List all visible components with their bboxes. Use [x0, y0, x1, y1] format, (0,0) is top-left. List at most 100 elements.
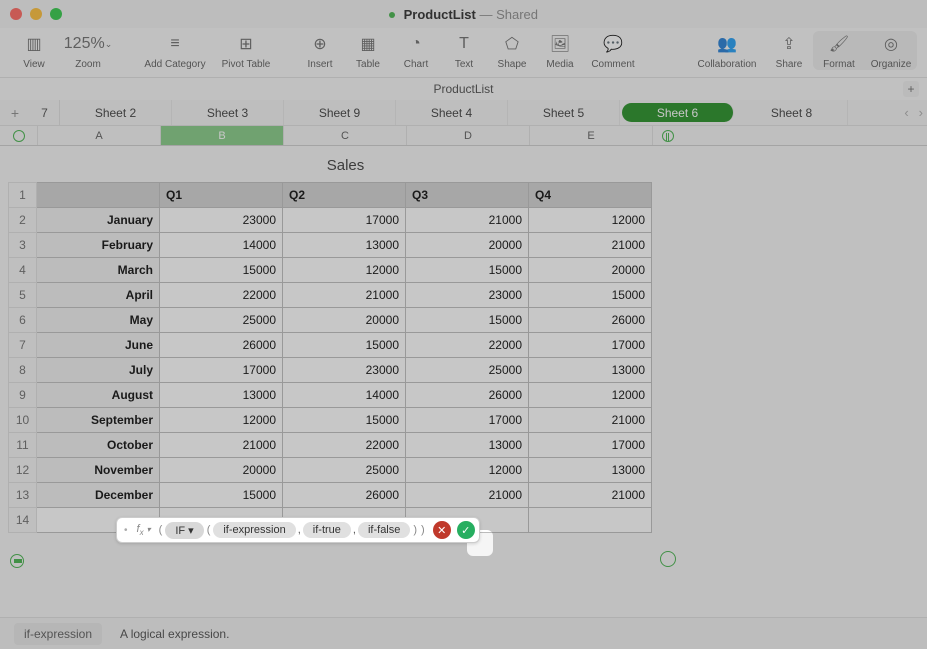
table-header-cell[interactable]: Q2	[283, 183, 406, 208]
data-cell[interactable]: 17000	[529, 433, 652, 458]
row-number[interactable]: 9	[9, 383, 37, 408]
data-cell[interactable]: 21000	[529, 233, 652, 258]
data-cell[interactable]: 20000	[406, 233, 529, 258]
data-cell[interactable]: 13000	[160, 383, 283, 408]
tab-next-icon[interactable]: ›	[919, 105, 923, 120]
media-button[interactable]: 🖼Media	[536, 31, 584, 70]
data-cell[interactable]: 23000	[406, 283, 529, 308]
data-cell[interactable]: 15000	[283, 333, 406, 358]
data-cell[interactable]: 12000	[406, 458, 529, 483]
column-header[interactable]: E	[530, 126, 653, 145]
format-button[interactable]: 🖌Format	[813, 31, 865, 70]
row-number[interactable]: 3	[9, 233, 37, 258]
row-number[interactable]: 5	[9, 283, 37, 308]
table-header-cell[interactable]: Q3	[406, 183, 529, 208]
data-cell[interactable]: 23000	[160, 208, 283, 233]
data-cell[interactable]: 20000	[283, 308, 406, 333]
add-category-button[interactable]: ≡Add Category	[136, 31, 214, 70]
data-cell[interactable]: 25000	[160, 308, 283, 333]
data-cell[interactable]: 14000	[283, 383, 406, 408]
data-cell[interactable]: 26000	[160, 333, 283, 358]
data-cell[interactable]: 25000	[283, 458, 406, 483]
sheet-tab[interactable]: Sheet 8	[736, 100, 848, 125]
data-cell[interactable]: 12000	[160, 408, 283, 433]
formula-arg-3[interactable]: if-false	[358, 522, 410, 538]
column-header[interactable]: A	[38, 126, 161, 145]
data-cell[interactable]: 25000	[406, 358, 529, 383]
row-number[interactable]: 2	[9, 208, 37, 233]
data-cell[interactable]: 21000	[406, 208, 529, 233]
table-button[interactable]: ▦Table	[344, 31, 392, 70]
table-header-cell[interactable]: Q1	[160, 183, 283, 208]
formula-arg-2[interactable]: if-true	[303, 522, 351, 538]
formula-accept-button[interactable]: ✓	[457, 521, 475, 539]
data-cell[interactable]: 12000	[529, 208, 652, 233]
data-cell[interactable]: 12000	[529, 383, 652, 408]
data-cell[interactable]: 13000	[283, 233, 406, 258]
empty-cell[interactable]	[529, 508, 652, 533]
data-cell[interactable]: 15000	[406, 308, 529, 333]
row-label-cell[interactable]: December	[37, 483, 160, 508]
data-cell[interactable]: 22000	[160, 283, 283, 308]
row-number[interactable]: 7	[9, 333, 37, 358]
data-cell[interactable]: 14000	[160, 233, 283, 258]
row-label-cell[interactable]: January	[37, 208, 160, 233]
data-cell[interactable]: 21000	[160, 433, 283, 458]
data-cell[interactable]: 26000	[283, 483, 406, 508]
add-sheet-plus-button[interactable]: +	[903, 81, 919, 97]
comment-button[interactable]: 💬Comment	[584, 31, 642, 70]
sheet-tab[interactable]: Sheet 5	[508, 100, 620, 125]
data-cell[interactable]: 17000	[406, 408, 529, 433]
column-header[interactable]: C	[284, 126, 407, 145]
data-cell[interactable]: 21000	[529, 408, 652, 433]
data-cell[interactable]: 17000	[160, 358, 283, 383]
data-cell[interactable]: 17000	[283, 208, 406, 233]
data-cell[interactable]: 21000	[283, 283, 406, 308]
formula-cancel-button[interactable]: ✕	[433, 521, 451, 539]
data-cell[interactable]: 15000	[406, 258, 529, 283]
data-cell[interactable]: 15000	[283, 408, 406, 433]
data-cell[interactable]: 13000	[406, 433, 529, 458]
data-cell[interactable]: 26000	[406, 383, 529, 408]
row-number[interactable]: 1	[9, 183, 37, 208]
insert-button[interactable]: ⊕Insert	[296, 31, 344, 70]
formula-arg-1[interactable]: if-expression	[213, 522, 295, 538]
row-number[interactable]: 13	[9, 483, 37, 508]
col-end-handle[interactable]	[653, 126, 683, 145]
sheet-tab[interactable]: Sheet 2	[60, 100, 172, 125]
data-cell[interactable]: 15000	[529, 283, 652, 308]
row-label-cell[interactable]: June	[37, 333, 160, 358]
row-label-cell[interactable]: July	[37, 358, 160, 383]
add-tab-button[interactable]: +	[0, 100, 30, 125]
row-label-cell[interactable]: August	[37, 383, 160, 408]
column-header[interactable]: D	[407, 126, 530, 145]
data-cell[interactable]: 22000	[406, 333, 529, 358]
row-label-cell[interactable]: May	[37, 308, 160, 333]
row-corner[interactable]	[0, 126, 38, 145]
row-end-handle[interactable]	[10, 554, 26, 570]
view-button[interactable]: ▥View	[10, 31, 58, 70]
data-cell[interactable]: 26000	[529, 308, 652, 333]
row-label-cell[interactable]: October	[37, 433, 160, 458]
tab-prev-icon[interactable]: ‹	[904, 105, 908, 120]
data-cell[interactable]: 15000	[160, 258, 283, 283]
row-label-cell[interactable]: September	[37, 408, 160, 433]
share-button[interactable]: ⇪Share	[765, 31, 813, 70]
data-cell[interactable]: 23000	[283, 358, 406, 383]
data-cell[interactable]: 15000	[160, 483, 283, 508]
data-cell[interactable]: 13000	[529, 458, 652, 483]
sheet-tab[interactable]: Sheet 6	[622, 103, 734, 122]
fx-icon[interactable]: fx ▾	[131, 523, 157, 537]
row-number[interactable]: 11	[9, 433, 37, 458]
data-cell[interactable]: 22000	[283, 433, 406, 458]
row-number[interactable]: 4	[9, 258, 37, 283]
row-label-cell[interactable]: April	[37, 283, 160, 308]
row-number[interactable]: 12	[9, 458, 37, 483]
table-header-cell[interactable]: Q4	[529, 183, 652, 208]
sheet-tab[interactable]: Sheet 4	[396, 100, 508, 125]
data-cell[interactable]: 12000	[283, 258, 406, 283]
row-label-cell[interactable]: February	[37, 233, 160, 258]
chart-button[interactable]: ◔Chart	[392, 31, 440, 70]
row-number[interactable]: 14	[9, 508, 37, 533]
table-resize-handle[interactable]	[660, 551, 676, 567]
